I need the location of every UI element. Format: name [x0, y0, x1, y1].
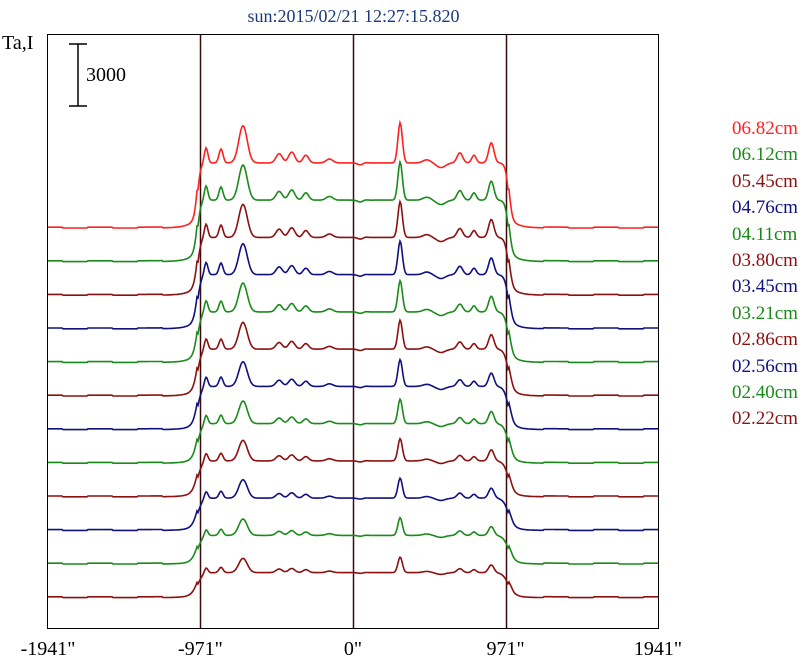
series-line-04.76cm [48, 238, 658, 330]
series-line-03.80cm [48, 318, 658, 397]
x-tick-label: -971" [178, 638, 223, 660]
x-tick-label: -1941" [20, 638, 76, 660]
chart-title: sun:2015/02/21 12:27:15.820 [247, 6, 460, 26]
x-tick-label: 1941" [633, 638, 683, 660]
series-line-06.12cm [48, 159, 658, 263]
series-line-06.82cm [48, 119, 658, 229]
legend-entry: 03.21cm [732, 302, 798, 324]
legend-entry: 03.80cm [732, 250, 798, 271]
series-line-04.11cm [48, 278, 658, 364]
series-line-03.45cm [48, 357, 658, 431]
series-line-02.56cm [48, 476, 658, 532]
legend-entry: 06.82cm [732, 118, 798, 139]
legend-entry: 02.40cm [732, 382, 798, 403]
legend-entry: 02.56cm [732, 355, 798, 377]
legend-entry: 02.86cm [732, 329, 798, 351]
legend-entry: 04.11cm [732, 223, 798, 245]
series-line-02.22cm [48, 555, 658, 599]
series-line-02.40cm [48, 516, 658, 565]
legend-entry: 06.12cm [732, 144, 798, 166]
scale-bar [69, 43, 87, 107]
legend-entry: 03.45cm [732, 276, 798, 298]
x-tick-label: 971" [486, 638, 525, 660]
legend-entry: 02.22cm [732, 408, 798, 430]
legend-entry: 05.45cm [732, 170, 798, 192]
legend-entry: 04.76cm [732, 197, 798, 219]
scale-bar-label: 3000 [86, 64, 126, 86]
x-tick-label: 0" [343, 638, 363, 660]
series-line-05.45cm [48, 199, 658, 297]
y-axis-label: Ta,I [2, 32, 34, 54]
series-line-03.21cm [48, 397, 658, 465]
series-line-02.86cm [48, 436, 658, 498]
plot-frame [47, 34, 659, 629]
